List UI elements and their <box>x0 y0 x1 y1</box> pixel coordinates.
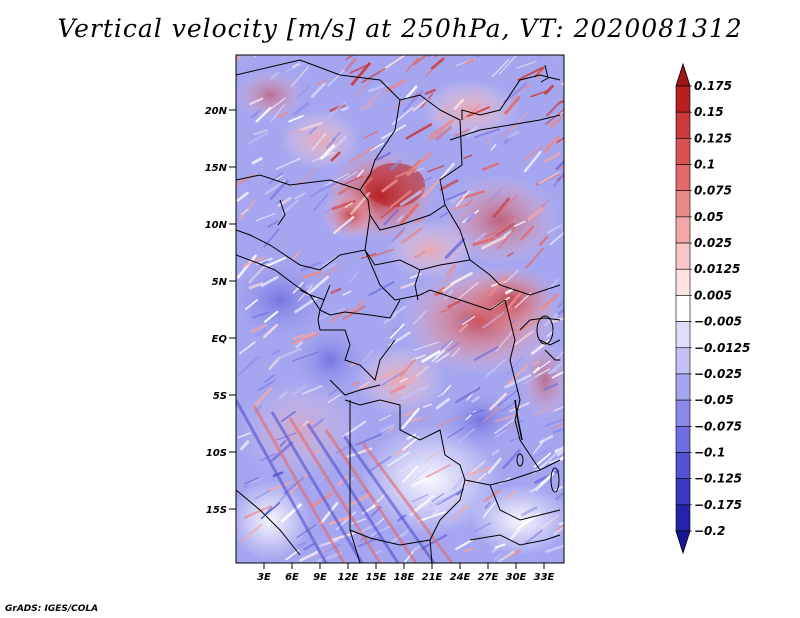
grads-credit: GrADS: IGES/COLA <box>5 604 99 614</box>
svg-text:5S: 5S <box>213 391 227 402</box>
colorbar-segment <box>675 190 691 218</box>
colorbar-segment <box>675 295 691 322</box>
colorbar-segment <box>675 268 691 296</box>
colorbar-label: −0.075 <box>694 419 742 433</box>
svg-text:18E: 18E <box>394 572 415 583</box>
colorbar-label: −0.125 <box>694 472 742 486</box>
svg-text:6E: 6E <box>285 572 299 583</box>
lon-tick: 15E <box>366 563 387 583</box>
colorbar-label: 0.05 <box>694 210 724 224</box>
colorbar-label: 0.175 <box>694 79 732 93</box>
colorbar-label: 0.15 <box>694 105 724 119</box>
svg-text:5N: 5N <box>212 277 228 288</box>
colorbar-label: −0.0125 <box>694 341 750 355</box>
svg-text:10S: 10S <box>206 448 227 459</box>
colorbar-segment <box>675 111 691 139</box>
colorbar-label: 0.025 <box>694 236 732 250</box>
lat-tick: EQ <box>212 334 236 345</box>
lon-tick: 30E <box>506 563 527 583</box>
country-borders <box>236 59 561 563</box>
colorbar-label: −0.175 <box>694 498 742 512</box>
lon-tick: 6E <box>285 563 299 583</box>
svg-text:EQ: EQ <box>212 334 228 345</box>
colorbar-top-arrow <box>675 62 691 87</box>
colorbar-segment <box>675 242 691 270</box>
colorbar-label: −0.2 <box>694 524 725 538</box>
lat-tick: 20N <box>205 106 236 117</box>
colorbar-label: −0.05 <box>694 393 734 407</box>
colorbar-bottom-arrow <box>675 530 691 555</box>
lat-tick: 10S <box>206 448 236 459</box>
svg-text:9E: 9E <box>313 572 327 583</box>
colorbar: 0.175 0.15 0.125 0.1 0.075 0.05 0.025 0.0125 0.0… <box>675 62 750 555</box>
svg-text:15S: 15S <box>206 505 227 516</box>
colorbar-segment <box>675 504 691 532</box>
svg-text:30E: 30E <box>506 572 527 583</box>
lon-tick: 12E <box>338 563 359 583</box>
lon-tick: 24E <box>450 563 471 583</box>
colorbar-segment <box>675 399 691 427</box>
colorbar-label: −0.025 <box>694 367 742 381</box>
lon-tick: 3E <box>257 563 271 583</box>
svg-text:20N: 20N <box>205 106 228 117</box>
colorbar-label: 0.0125 <box>694 262 740 276</box>
lat-tick: 10N <box>205 220 236 231</box>
lon-tick: 21E <box>422 563 443 583</box>
colorbar-segment <box>675 347 691 375</box>
colorbar-segment <box>675 321 691 349</box>
svg-text:12E: 12E <box>338 572 359 583</box>
colorbar-segment <box>675 85 691 113</box>
svg-text:15E: 15E <box>366 572 387 583</box>
svg-text:24E: 24E <box>450 572 471 583</box>
lat-tick: 15N <box>205 163 236 174</box>
colorbar-label: 0.005 <box>694 288 732 302</box>
colorbar-segment <box>675 216 691 244</box>
lat-tick: 5S <box>213 391 236 402</box>
colorbar-segment <box>675 478 691 506</box>
svg-text:21E: 21E <box>422 572 443 583</box>
colorbar-segment <box>675 138 691 165</box>
lon-tick: 27E <box>478 563 499 583</box>
svg-text:27E: 27E <box>478 572 499 583</box>
colorbar-label: −0.005 <box>694 315 742 329</box>
latitude-axis: 20N 15N 10N 5N EQ 5S 10S 15S <box>205 106 236 516</box>
colorbar-segment <box>675 373 691 401</box>
map-frame <box>235 54 565 564</box>
map-title: Vertical velocity [m/s] at 250hPa, VT: 2… <box>57 14 743 43</box>
lon-tick: 18E <box>394 563 415 583</box>
svg-text:3E: 3E <box>257 572 271 583</box>
lon-tick: 9E <box>313 563 327 583</box>
lon-tick: 33E <box>534 563 555 583</box>
colorbar-label: 0.075 <box>694 184 732 198</box>
colorbar-segment <box>675 425 691 453</box>
svg-text:15N: 15N <box>205 163 228 174</box>
velocity-streaks <box>236 55 564 563</box>
map-panel <box>236 55 564 563</box>
colorbar-label: 0.125 <box>694 131 732 145</box>
colorbar-label: 0.1 <box>694 158 715 172</box>
lat-tick: 5N <box>212 277 236 288</box>
svg-text:33E: 33E <box>534 572 555 583</box>
colorbar-label: −0.1 <box>694 445 725 459</box>
lat-tick: 15S <box>206 505 236 516</box>
colorbar-segment <box>675 452 691 479</box>
svg-text:10N: 10N <box>205 220 228 231</box>
longitude-axis: 3E 6E 9E 12E 15E 18E 21E 24E 27E 30E 33E <box>257 563 555 583</box>
colorbar-segment <box>675 164 691 192</box>
